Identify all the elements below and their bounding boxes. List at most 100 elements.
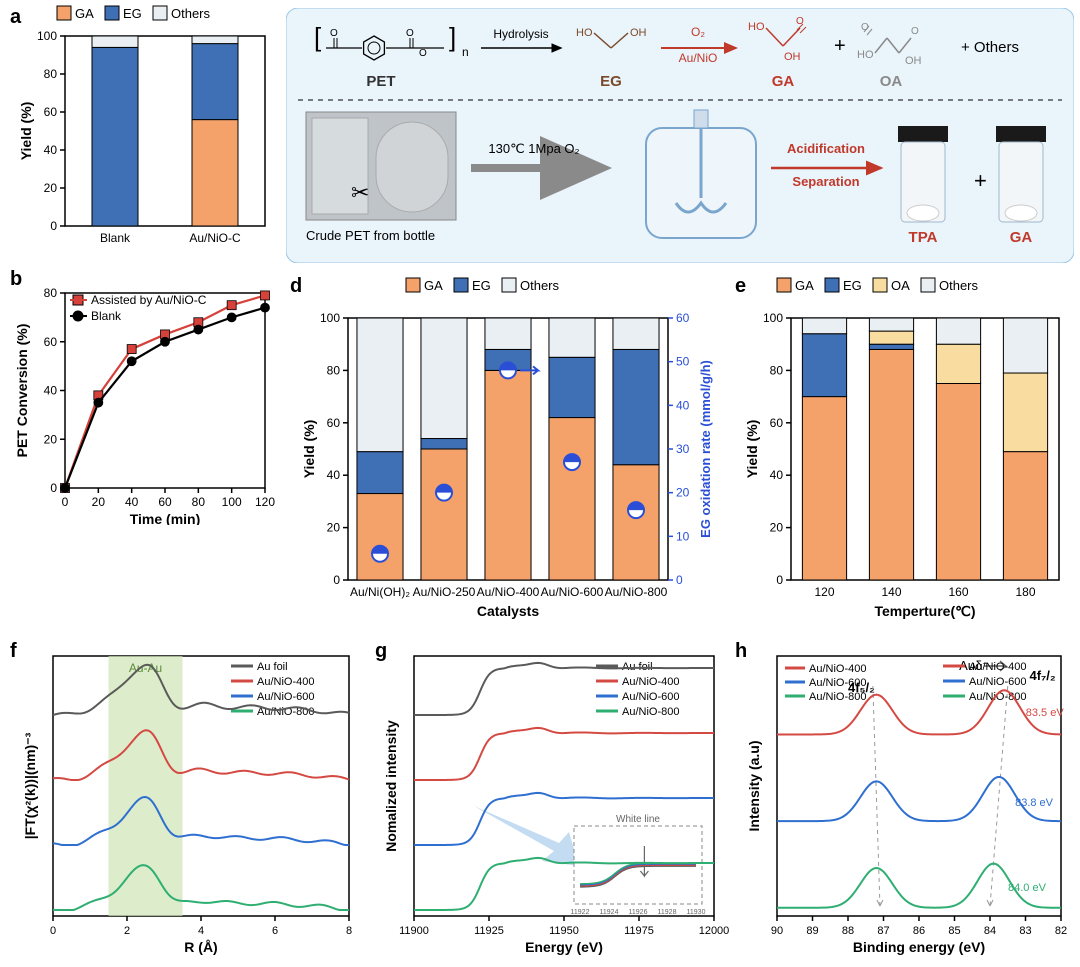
- svg-text:Yield (%): Yield (%): [301, 420, 317, 479]
- svg-text:40: 40: [676, 398, 690, 412]
- svg-text:n: n: [462, 45, 469, 59]
- svg-text:|FT(χ²(k))|(nm)⁻³: |FT(χ²(k))|(nm)⁻³: [22, 732, 38, 839]
- svg-text:Others: Others: [520, 278, 560, 293]
- svg-text:+: +: [834, 35, 846, 57]
- svg-text:Time (min): Time (min): [130, 511, 201, 525]
- panel-g-chart: 11900 11925 11950 11975 12000 Energy (eV) Noma…: [370, 640, 730, 962]
- svg-text:Au/NiO-800: Au/NiO-800: [605, 585, 668, 599]
- svg-text:Au/NiO-400: Au/NiO-400: [622, 676, 679, 688]
- svg-text:4f₇/₂: 4f₇/₂: [1030, 668, 1056, 683]
- svg-text:Au/NiO-600: Au/NiO-600: [969, 676, 1026, 688]
- svg-text:Au/NiO-400: Au/NiO-400: [809, 663, 866, 675]
- svg-text:11975: 11975: [624, 925, 654, 937]
- svg-text:EG: EG: [600, 73, 622, 90]
- svg-text:HO: HO: [748, 21, 765, 33]
- svg-text:0: 0: [776, 573, 783, 587]
- svg-text:O: O: [911, 26, 919, 37]
- svg-text:Crude PET from bottle: Crude PET from bottle: [306, 228, 435, 243]
- svg-text:20: 20: [676, 486, 690, 500]
- svg-text:100: 100: [320, 311, 340, 325]
- svg-text:O: O: [419, 48, 427, 59]
- svg-text:Catalysts: Catalysts: [477, 603, 539, 619]
- svg-text:EG: EG: [123, 6, 142, 21]
- svg-text:40: 40: [44, 143, 58, 157]
- svg-text:2: 2: [124, 925, 130, 937]
- svg-text:11930: 11930: [687, 909, 706, 916]
- svg-text:11900: 11900: [399, 925, 429, 937]
- svg-text:OH: OH: [630, 27, 647, 39]
- svg-text:Hydrolysis: Hydrolysis: [493, 27, 548, 41]
- svg-text:30: 30: [676, 442, 690, 456]
- svg-text:GA: GA: [772, 73, 795, 90]
- panel-h-chart: 908988878685848382Binding energy (eV)Int…: [733, 640, 1075, 962]
- svg-text:Au/NiO-250: Au/NiO-250: [413, 585, 476, 599]
- svg-text:11928: 11928: [658, 909, 677, 916]
- svg-text:Au/NiO: Au/NiO: [679, 51, 718, 65]
- svg-text:40: 40: [44, 384, 58, 398]
- svg-text:12000: 12000: [699, 925, 730, 937]
- svg-text:EG: EG: [472, 278, 491, 293]
- svg-text:OA: OA: [880, 73, 903, 90]
- svg-text:Assisted by Au/NiO-C: Assisted by Au/NiO-C: [91, 293, 207, 307]
- svg-text:60: 60: [770, 416, 784, 430]
- svg-text:Yield (%): Yield (%): [18, 102, 34, 161]
- svg-text:130℃ 1Mpa O₂: 130℃ 1Mpa O₂: [488, 141, 579, 156]
- figure: { "colors":{ "GA":"#f4a26a","EG":"#3f6fb…: [0, 0, 1080, 967]
- svg-text:0: 0: [676, 573, 683, 587]
- svg-text:0: 0: [333, 573, 340, 587]
- svg-text:EG oxidation rate (mmol/g/h): EG oxidation rate (mmol/g/h): [698, 360, 713, 538]
- svg-text:40: 40: [327, 468, 341, 482]
- svg-text:4: 4: [198, 925, 204, 937]
- svg-text:O: O: [406, 28, 414, 39]
- svg-text:TPA: TPA: [909, 229, 938, 246]
- svg-text:11950: 11950: [549, 925, 579, 937]
- svg-text:60: 60: [44, 335, 58, 349]
- panel-a-chart: GAEGOthers020406080100Yield (%)BlankAu/N…: [5, 0, 285, 260]
- svg-text:83: 83: [1019, 925, 1031, 937]
- svg-text:GA: GA: [1010, 229, 1033, 246]
- svg-text:80: 80: [770, 363, 784, 377]
- svg-text:Nomalized intensity: Nomalized intensity: [383, 720, 399, 852]
- svg-text:83.5 eV: 83.5 eV: [1026, 707, 1065, 719]
- svg-text:GA: GA: [75, 6, 94, 21]
- svg-text:Intensity (a.u): Intensity (a.u): [746, 740, 762, 831]
- svg-text:Au/NiO-400: Au/NiO-400: [257, 676, 314, 688]
- svg-text:OH: OH: [784, 51, 801, 63]
- svg-text:11926: 11926: [629, 909, 648, 916]
- svg-text:EG: EG: [843, 278, 862, 293]
- svg-text:100: 100: [763, 311, 783, 325]
- svg-text:Au/NiO-400: Au/NiO-400: [969, 661, 1026, 673]
- svg-text:Separation: Separation: [792, 174, 859, 189]
- svg-text:Blank: Blank: [91, 309, 122, 323]
- svg-text:Others: Others: [939, 278, 979, 293]
- svg-text:82: 82: [1055, 925, 1067, 937]
- svg-text:0: 0: [50, 219, 57, 233]
- svg-text:80: 80: [44, 286, 58, 300]
- svg-text:0: 0: [62, 495, 69, 509]
- panel-c-scheme: [OOO]nPETHydrolysisHOOHEGO₂Au/NiOHOOOHGA…: [286, 8, 1074, 263]
- svg-text:20: 20: [770, 521, 784, 535]
- svg-text:40: 40: [770, 468, 784, 482]
- svg-text:O: O: [330, 28, 338, 39]
- svg-text:Energy (eV): Energy (eV): [525, 939, 603, 955]
- svg-text:80: 80: [327, 363, 341, 377]
- svg-text:Others: Others: [171, 6, 211, 21]
- svg-text:Au/NiO-400: Au/NiO-400: [477, 585, 540, 599]
- svg-text:60: 60: [44, 105, 58, 119]
- svg-text:Blank: Blank: [100, 231, 131, 245]
- svg-text:+ Others: + Others: [961, 39, 1019, 56]
- svg-text:10: 10: [676, 529, 690, 543]
- svg-text:PET Conversion (%): PET Conversion (%): [14, 324, 30, 458]
- svg-text:100: 100: [222, 495, 242, 509]
- svg-text:85: 85: [948, 925, 960, 937]
- svg-text:Temperture(℃): Temperture(℃): [874, 603, 975, 619]
- panel-b-chart: 020406080020406080100120Time (min)PET Co…: [5, 265, 285, 525]
- svg-text:O₂: O₂: [691, 25, 705, 39]
- svg-text:GA: GA: [795, 278, 814, 293]
- svg-text:11925: 11925: [474, 925, 504, 937]
- svg-text:Binding energy (eV): Binding energy (eV): [853, 939, 985, 955]
- svg-text:20: 20: [44, 181, 58, 195]
- panel-f-chart: 02468R (Å)|FT(χ²(k))|(nm)⁻³Au-AuAu foilA…: [5, 640, 365, 962]
- svg-text:Au/NiO-800: Au/NiO-800: [809, 691, 866, 703]
- svg-text:Au/NiO-600: Au/NiO-600: [541, 585, 604, 599]
